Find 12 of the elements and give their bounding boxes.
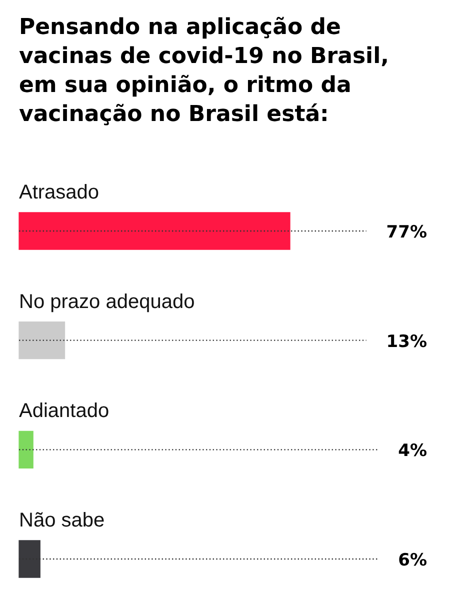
data-label: 77% xyxy=(386,222,427,242)
y-tick-label: No prazo adequado xyxy=(19,290,195,313)
data-label: 13% xyxy=(386,332,427,352)
data-label: 6% xyxy=(398,550,427,570)
y-tick-label: Não sabe xyxy=(19,510,105,532)
chart-title: Pensando na aplicação de vacinas de covid-19 no Brasil, em sua opinião, o ritmo da vacinação no Brasil está: xyxy=(19,14,390,129)
data-label: 4% xyxy=(398,441,427,462)
bar xyxy=(18,430,34,468)
bar xyxy=(18,322,66,360)
y-tick-label: Atrasado xyxy=(19,182,100,204)
bar xyxy=(18,212,290,250)
y-tick-label: Adiantado xyxy=(19,400,110,422)
